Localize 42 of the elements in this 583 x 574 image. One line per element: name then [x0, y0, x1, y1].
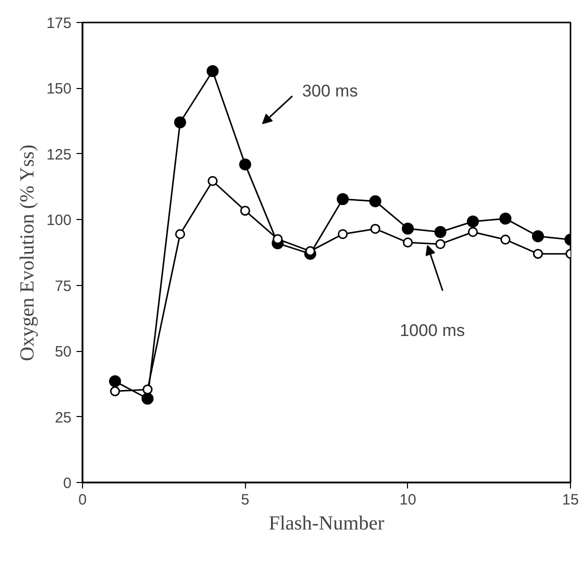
y-tick-label: 50: [54, 344, 72, 361]
y-tick-label: 150: [46, 80, 72, 98]
point: [402, 238, 413, 248]
y-tick-label: 75: [54, 278, 72, 295]
point: [110, 386, 120, 396]
point: [532, 248, 543, 259]
point: [370, 224, 380, 234]
point: [174, 116, 186, 128]
y-axis-title: Oxygen Evolution (% Yss): [16, 144, 38, 362]
point: [338, 229, 348, 240]
point: [466, 215, 479, 228]
point: [109, 375, 122, 388]
y-tick-label: 0: [63, 475, 72, 492]
point: [336, 193, 349, 206]
y-tick-label: 25: [54, 409, 72, 426]
x-tick-label: 0: [78, 492, 87, 508]
point: [500, 234, 510, 245]
point: [206, 65, 219, 78]
x-axis-title: Flash-Number: [268, 512, 385, 534]
point: [208, 176, 218, 186]
point: [532, 230, 544, 242]
annotation: 1000 ms: [400, 320, 465, 340]
point: [142, 384, 153, 394]
y-tick-label: 125: [46, 146, 72, 164]
y-tick-label: 175: [46, 15, 72, 32]
point: [240, 206, 250, 216]
x-tick-label: 15: [562, 492, 579, 508]
point: [369, 195, 382, 208]
point: [468, 227, 478, 237]
point: [142, 392, 154, 405]
y-tick-label: 100: [46, 212, 72, 230]
point: [239, 158, 252, 170]
annotation: 300 ms: [302, 82, 358, 101]
point: [272, 234, 283, 244]
point: [305, 246, 316, 256]
x-tick-label: 10: [399, 492, 416, 508]
point: [499, 212, 512, 225]
point: [434, 226, 446, 238]
x-tick-label: 5: [240, 492, 250, 508]
point: [402, 222, 414, 235]
point: [175, 229, 186, 240]
point: [435, 239, 446, 250]
